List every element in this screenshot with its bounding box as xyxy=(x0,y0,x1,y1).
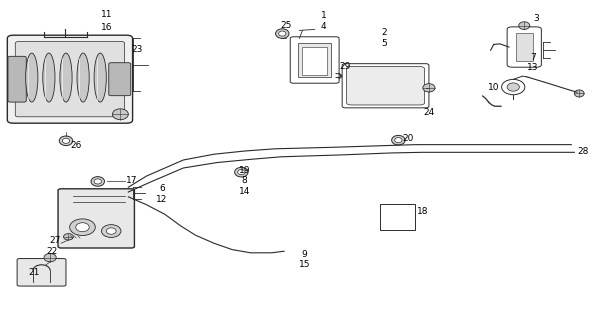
Ellipse shape xyxy=(238,170,245,175)
Text: 23: 23 xyxy=(132,45,143,54)
Bar xyxy=(380,204,415,230)
Bar xyxy=(516,33,533,61)
FancyBboxPatch shape xyxy=(7,35,133,123)
FancyBboxPatch shape xyxy=(346,67,425,105)
Text: 28: 28 xyxy=(578,147,589,156)
Ellipse shape xyxy=(574,90,584,97)
Text: 11: 11 xyxy=(101,10,112,19)
Text: 27: 27 xyxy=(49,236,60,245)
Text: 15: 15 xyxy=(299,260,310,269)
Text: 21: 21 xyxy=(28,268,39,277)
Ellipse shape xyxy=(94,179,101,184)
FancyBboxPatch shape xyxy=(290,37,339,83)
Ellipse shape xyxy=(235,167,248,177)
Ellipse shape xyxy=(112,109,128,120)
FancyBboxPatch shape xyxy=(58,189,134,248)
Ellipse shape xyxy=(43,53,55,102)
Text: 10: 10 xyxy=(488,83,499,92)
Bar xyxy=(302,47,327,75)
Ellipse shape xyxy=(94,53,106,102)
Text: 2: 2 xyxy=(381,28,387,37)
Ellipse shape xyxy=(507,83,519,91)
Ellipse shape xyxy=(395,138,402,143)
Text: 5: 5 xyxy=(381,39,387,48)
Ellipse shape xyxy=(392,135,405,145)
FancyBboxPatch shape xyxy=(109,63,131,96)
Ellipse shape xyxy=(101,225,121,237)
Ellipse shape xyxy=(60,53,72,102)
Text: 12: 12 xyxy=(156,195,167,204)
Ellipse shape xyxy=(64,234,73,240)
FancyBboxPatch shape xyxy=(507,27,541,67)
Text: 25: 25 xyxy=(280,21,291,30)
Ellipse shape xyxy=(26,53,38,102)
FancyBboxPatch shape xyxy=(8,56,26,102)
Text: 26: 26 xyxy=(71,141,82,150)
Ellipse shape xyxy=(76,223,89,232)
FancyBboxPatch shape xyxy=(342,64,429,108)
Text: 13: 13 xyxy=(527,63,538,72)
Ellipse shape xyxy=(59,136,73,146)
Text: 24: 24 xyxy=(423,108,434,116)
Ellipse shape xyxy=(62,138,70,143)
Text: 1: 1 xyxy=(321,11,327,20)
Text: 8: 8 xyxy=(241,176,247,185)
Text: 3: 3 xyxy=(533,14,540,23)
Text: 17: 17 xyxy=(126,176,137,185)
Ellipse shape xyxy=(77,53,89,102)
Ellipse shape xyxy=(70,219,95,236)
Text: 22: 22 xyxy=(46,247,57,256)
Ellipse shape xyxy=(279,31,286,36)
Bar xyxy=(298,43,331,77)
Text: 18: 18 xyxy=(417,207,428,216)
Text: 20: 20 xyxy=(403,134,414,143)
Text: 29: 29 xyxy=(340,62,351,71)
Ellipse shape xyxy=(91,177,104,186)
Text: 16: 16 xyxy=(101,23,112,32)
Ellipse shape xyxy=(519,22,530,29)
Text: 6: 6 xyxy=(159,184,165,193)
Text: 7: 7 xyxy=(530,53,536,62)
Text: 9: 9 xyxy=(301,250,307,259)
Ellipse shape xyxy=(106,228,116,234)
Ellipse shape xyxy=(276,29,289,38)
Text: 14: 14 xyxy=(239,187,250,196)
Ellipse shape xyxy=(502,79,525,95)
Ellipse shape xyxy=(44,253,56,262)
Ellipse shape xyxy=(423,84,435,92)
Text: 4: 4 xyxy=(321,22,327,31)
FancyBboxPatch shape xyxy=(17,259,66,286)
FancyBboxPatch shape xyxy=(15,42,125,117)
Text: 19: 19 xyxy=(239,166,250,175)
